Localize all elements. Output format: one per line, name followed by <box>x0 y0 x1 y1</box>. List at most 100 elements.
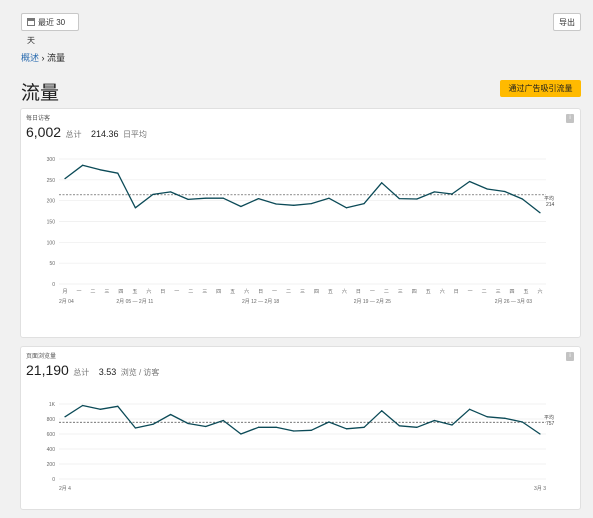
visits-day-label: 六 <box>342 288 347 295</box>
visits-data-point <box>187 198 189 201</box>
date-range-label: 最近 30 天 <box>27 18 66 45</box>
visits-day-label: 三 <box>300 289 305 295</box>
pageviews-data-point <box>469 408 471 410</box>
pageviews-y-tick: 800 <box>47 417 56 423</box>
visits-data-point <box>345 207 348 209</box>
visits-data-point <box>205 197 207 199</box>
pageviews-y-tick: 1K <box>49 402 56 408</box>
visits-day-label: 五 <box>132 289 137 295</box>
visits-data-point <box>416 198 418 200</box>
breadcrumb-separator: › <box>41 53 45 63</box>
visits-data-point <box>152 193 154 196</box>
pageviews-data-point <box>169 413 172 416</box>
visits-x-tick: 2月 04 <box>59 299 74 305</box>
visits-data-point <box>275 203 277 205</box>
top-toolbar: 最近 30 天 导出 <box>0 0 593 45</box>
visits-average-suffix: 日平均 <box>122 130 147 139</box>
visits-y-tick: 300 <box>47 157 56 163</box>
visits-avg-line-value: 214 <box>546 202 555 208</box>
visits-y-tick: 200 <box>47 199 56 205</box>
visits-y-tick: 100 <box>47 240 56 246</box>
visits-day-label: 一 <box>76 289 81 295</box>
pageviews-data-point <box>521 421 524 423</box>
visits-day-label: 一 <box>272 289 277 295</box>
visits-data-point <box>363 202 365 205</box>
pageviews-data-point <box>205 425 207 428</box>
promote-traffic-button[interactable]: 通过广告吸引流量 <box>500 80 581 97</box>
pageviews-data-point <box>310 429 312 431</box>
visits-day-label: 四 <box>216 289 221 295</box>
visits-y-tick: 150 <box>47 220 56 226</box>
visits-day-label: 五 <box>230 289 235 295</box>
pageviews-stats: 21,190 总计 3.53 浏览 / 访客 <box>26 362 159 380</box>
pageviews-data-point <box>99 408 101 410</box>
visits-series-line <box>64 164 541 214</box>
visits-y-tick: 0 <box>52 282 55 288</box>
pageviews-data-point <box>328 421 330 423</box>
visits-data-point <box>99 169 101 171</box>
visits-day-label: 月 <box>62 289 67 295</box>
visits-day-label: 日 <box>454 289 459 295</box>
visits-card-label: 每日访客 <box>26 116 51 122</box>
visits-data-point <box>117 172 119 174</box>
pageviews-card-label: 页面浏览量 <box>26 354 57 360</box>
pageviews-data-point <box>416 426 418 428</box>
visits-data-point <box>469 180 471 183</box>
visits-day-label: 二 <box>188 289 193 295</box>
pageviews-data-point <box>81 404 84 407</box>
pageviews-line-chart: 平均 757 1K 800 600 400 200 0 2月 4 3月 3 <box>47 402 555 492</box>
export-button[interactable]: 导出 <box>553 13 581 31</box>
visits-data-point <box>293 204 295 206</box>
visits-day-label: 三 <box>496 289 501 295</box>
date-range-button[interactable]: 最近 30 天 <box>21 13 79 45</box>
breadcrumb: 概述 › 流量 <box>21 51 65 64</box>
visits-day-label: 一 <box>370 289 375 295</box>
visits-day-label: 日 <box>258 289 263 295</box>
visits-day-label: 一 <box>174 289 179 295</box>
pageviews-series-line <box>64 404 541 435</box>
pageviews-data-point <box>345 428 348 430</box>
info-icon[interactable]: i <box>566 352 574 361</box>
pageviews-x-tick: 3月 3 <box>534 486 546 492</box>
pageviews-x-tick: 2月 4 <box>59 486 71 492</box>
visits-stats: 6,002 总计 214.36 日平均 <box>26 124 147 142</box>
pageviews-total: 21,190 <box>26 362 69 378</box>
visits-data-point <box>222 197 224 199</box>
visits-card: 每日访客 6,002 总计 214.36 日平均 i 平均 214 300 250… <box>20 108 581 338</box>
pageviews-data-point <box>398 425 400 427</box>
visits-total-suffix: 总计 <box>65 130 82 139</box>
page-title: 流量 <box>21 83 60 104</box>
pageviews-total-suffix: 总计 <box>73 368 90 377</box>
info-icon[interactable]: i <box>566 114 574 123</box>
visits-data-point <box>240 205 242 208</box>
pageviews-data-point <box>240 433 242 435</box>
visits-day-label: 二 <box>90 289 95 295</box>
visits-data-point <box>328 197 330 199</box>
visits-data-point <box>310 202 312 205</box>
visits-x-tick: 2月 26 — 3月 03 <box>495 299 532 305</box>
pageviews-data-point <box>539 433 541 435</box>
pageviews-data-point <box>134 427 136 429</box>
visits-data-point <box>381 182 383 184</box>
visits-day-label: 五 <box>524 289 529 295</box>
pageviews-data-point <box>64 416 66 418</box>
visits-data-point <box>134 207 136 209</box>
visits-day-label: 三 <box>202 289 207 295</box>
breadcrumb-overview-link[interactable]: 概述 <box>21 53 40 63</box>
visits-data-point <box>504 190 506 193</box>
visits-y-tick: 250 <box>47 178 56 184</box>
pageviews-y-tick: 200 <box>47 462 56 468</box>
visits-data-point <box>451 193 453 195</box>
visits-data-point <box>81 164 84 166</box>
pageviews-data-point <box>433 419 436 422</box>
visits-day-label: 三 <box>398 289 403 295</box>
pageviews-y-tick: 400 <box>47 447 56 453</box>
visits-data-point <box>433 191 436 193</box>
visits-day-label: 五 <box>426 289 431 295</box>
pageviews-avg-line-value: 757 <box>546 421 555 427</box>
visits-day-label: 四 <box>314 289 319 295</box>
visits-day-label: 五 <box>328 289 333 295</box>
visits-data-point <box>539 212 541 214</box>
visits-day-label: 六 <box>440 288 445 295</box>
pageviews-data-point <box>257 426 260 428</box>
